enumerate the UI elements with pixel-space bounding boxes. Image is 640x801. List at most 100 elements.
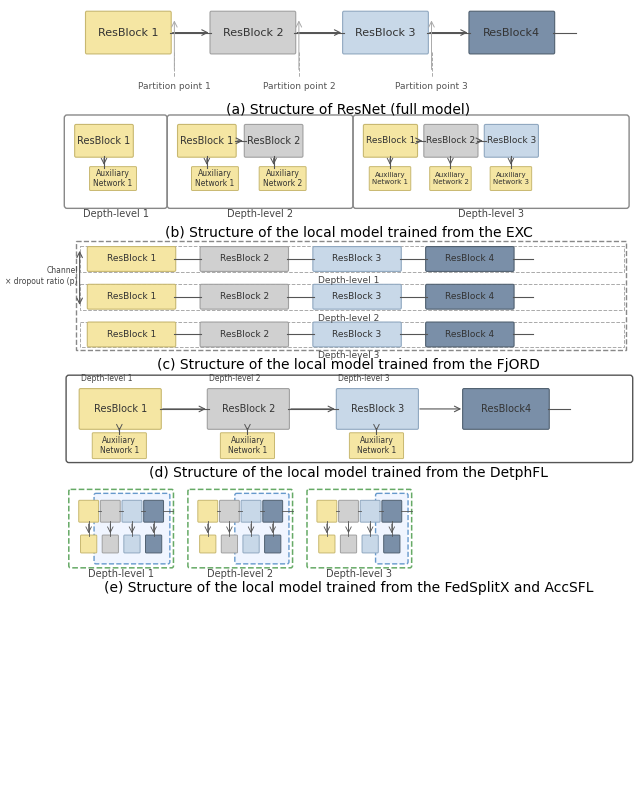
FancyBboxPatch shape	[429, 167, 471, 191]
Text: Depth-level 3: Depth-level 3	[458, 209, 524, 219]
Bar	[79, 321, 624, 348]
FancyBboxPatch shape	[75, 124, 133, 157]
FancyBboxPatch shape	[144, 501, 164, 522]
Text: ResBlock 1: ResBlock 1	[107, 330, 156, 339]
Bar	[79, 284, 624, 310]
Text: Auxiliary
Network 2: Auxiliary Network 2	[263, 169, 302, 188]
FancyBboxPatch shape	[382, 501, 402, 522]
Bar	[76, 241, 627, 350]
FancyBboxPatch shape	[362, 535, 378, 553]
Text: ResBlock 1: ResBlock 1	[107, 292, 156, 301]
FancyBboxPatch shape	[207, 388, 289, 429]
Text: (b) Structure of the local model trained from the EXC: (b) Structure of the local model trained…	[164, 225, 532, 239]
FancyBboxPatch shape	[259, 167, 306, 191]
FancyBboxPatch shape	[463, 388, 549, 429]
Text: ResBlock 3: ResBlock 3	[332, 330, 381, 339]
Text: ResBlock 1: ResBlock 1	[366, 136, 415, 145]
Text: ResBlock 2: ResBlock 2	[220, 292, 269, 301]
FancyBboxPatch shape	[81, 535, 97, 553]
FancyBboxPatch shape	[87, 247, 176, 272]
FancyBboxPatch shape	[122, 501, 142, 522]
FancyBboxPatch shape	[210, 11, 296, 54]
FancyBboxPatch shape	[384, 535, 400, 553]
Text: ResBlock 1: ResBlock 1	[93, 404, 147, 414]
FancyBboxPatch shape	[200, 535, 216, 553]
Text: Depth-level 1: Depth-level 1	[318, 276, 379, 285]
FancyBboxPatch shape	[364, 124, 417, 157]
FancyBboxPatch shape	[424, 124, 478, 157]
Text: (c) Structure of the local model trained from the FjORD: (c) Structure of the local model trained…	[157, 358, 540, 372]
FancyBboxPatch shape	[313, 322, 401, 347]
Text: Auxiliary
Network 1: Auxiliary Network 1	[228, 436, 267, 456]
FancyBboxPatch shape	[100, 501, 120, 522]
Text: Depth-level 3: Depth-level 3	[338, 374, 389, 383]
FancyBboxPatch shape	[200, 284, 289, 309]
Text: Auxiliary
Network 3: Auxiliary Network 3	[493, 172, 529, 185]
FancyBboxPatch shape	[102, 535, 118, 553]
Text: (e) Structure of the local model trained from the FedSplitX and AccSFL: (e) Structure of the local model trained…	[104, 581, 593, 594]
Text: Auxiliary
Network 1: Auxiliary Network 1	[357, 436, 396, 456]
FancyBboxPatch shape	[191, 167, 239, 191]
Text: ResBlock 3: ResBlock 3	[332, 255, 381, 264]
FancyBboxPatch shape	[490, 167, 532, 191]
FancyBboxPatch shape	[241, 501, 261, 522]
FancyBboxPatch shape	[200, 322, 289, 347]
FancyBboxPatch shape	[484, 124, 538, 157]
Text: Auxiliary
Network 1: Auxiliary Network 1	[100, 436, 139, 456]
Text: Auxiliary
Network 2: Auxiliary Network 2	[433, 172, 468, 185]
FancyBboxPatch shape	[360, 501, 380, 522]
Text: Depth-level 2: Depth-level 2	[209, 374, 260, 383]
Text: ResBlock 1: ResBlock 1	[180, 136, 234, 146]
Text: ResBlock 4: ResBlock 4	[445, 292, 495, 301]
Text: ResBlock 3: ResBlock 3	[351, 404, 404, 414]
Text: Depth-level 3: Depth-level 3	[318, 352, 379, 360]
Text: Partition point 1: Partition point 1	[138, 83, 211, 91]
Text: Partition point 3: Partition point 3	[395, 83, 468, 91]
FancyBboxPatch shape	[263, 501, 283, 522]
FancyBboxPatch shape	[264, 535, 281, 553]
FancyBboxPatch shape	[220, 501, 239, 522]
Text: ResBlock4: ResBlock4	[483, 27, 540, 38]
Text: Channel
× dropout ratio (p): Channel × dropout ratio (p)	[5, 266, 78, 286]
Text: ResBlock 1: ResBlock 1	[77, 136, 131, 146]
Text: ResBlock 3: ResBlock 3	[487, 136, 536, 145]
FancyBboxPatch shape	[426, 322, 514, 347]
Text: ResBlock 3: ResBlock 3	[355, 27, 416, 38]
FancyBboxPatch shape	[221, 535, 237, 553]
Text: Depth-level 2: Depth-level 2	[207, 569, 273, 579]
Text: ResBlock 2: ResBlock 2	[221, 404, 275, 414]
Text: (d) Structure of the local model trained from the DetphFL: (d) Structure of the local model trained…	[149, 465, 548, 480]
Text: ResBlock 4: ResBlock 4	[445, 330, 495, 339]
FancyBboxPatch shape	[342, 11, 428, 54]
Text: ResBlock 3: ResBlock 3	[332, 292, 381, 301]
FancyBboxPatch shape	[90, 167, 136, 191]
FancyBboxPatch shape	[339, 501, 358, 522]
Text: ResBlock 1: ResBlock 1	[98, 27, 159, 38]
Text: ResBlock 2: ResBlock 2	[223, 27, 283, 38]
FancyBboxPatch shape	[94, 493, 170, 564]
FancyBboxPatch shape	[124, 535, 140, 553]
FancyBboxPatch shape	[79, 501, 99, 522]
Text: ResBlock 2: ResBlock 2	[426, 136, 476, 145]
Text: Depth-level 2: Depth-level 2	[227, 209, 293, 219]
FancyBboxPatch shape	[369, 167, 411, 191]
Text: ResBlock 4: ResBlock 4	[445, 255, 495, 264]
FancyBboxPatch shape	[145, 535, 162, 553]
FancyBboxPatch shape	[426, 284, 514, 309]
FancyBboxPatch shape	[244, 124, 303, 157]
Text: Depth-level 1: Depth-level 1	[88, 569, 154, 579]
FancyBboxPatch shape	[319, 535, 335, 553]
FancyBboxPatch shape	[198, 501, 218, 522]
Text: Partition point 2: Partition point 2	[262, 83, 335, 91]
FancyBboxPatch shape	[220, 433, 275, 459]
Text: Depth-level 2: Depth-level 2	[318, 314, 379, 323]
FancyBboxPatch shape	[349, 433, 404, 459]
FancyBboxPatch shape	[340, 535, 356, 553]
FancyBboxPatch shape	[235, 493, 289, 564]
FancyBboxPatch shape	[313, 247, 401, 272]
Text: Depth-level 3: Depth-level 3	[326, 569, 392, 579]
FancyBboxPatch shape	[79, 388, 161, 429]
Text: ResBlock4: ResBlock4	[481, 404, 531, 414]
FancyBboxPatch shape	[426, 247, 514, 272]
FancyBboxPatch shape	[200, 247, 289, 272]
